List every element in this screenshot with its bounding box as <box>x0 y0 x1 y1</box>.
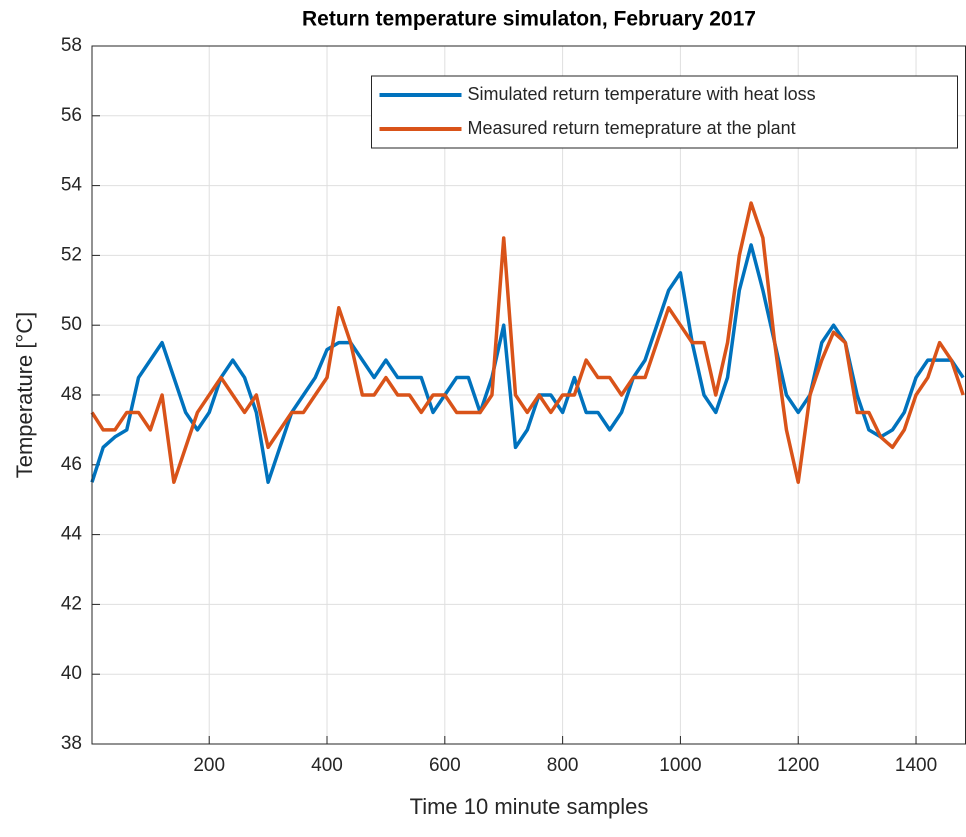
series-line <box>90 243 965 484</box>
legend-label: Measured return temeprature at the plant <box>468 118 796 138</box>
legend-box <box>371 75 958 149</box>
y-tick-label: 40 <box>61 663 82 684</box>
y-tick-label: 46 <box>61 454 82 475</box>
x-tick-label: 400 <box>311 755 343 776</box>
y-tick-label: 48 <box>61 384 82 405</box>
x-tick-label: 1200 <box>777 755 819 776</box>
legend: Simulated return temperature with heat l… <box>371 75 958 149</box>
legend-label: Simulated return temperature with heat l… <box>468 84 816 104</box>
x-tick-label: 600 <box>429 755 461 776</box>
x-tick-label: 200 <box>193 755 225 776</box>
y-tick-label: 44 <box>61 524 83 545</box>
x-tick-label: 1400 <box>895 755 937 776</box>
chart-title: Return temperature simulaton, February 2… <box>302 8 756 31</box>
y-tick-label: 42 <box>61 593 82 614</box>
x-tick-label: 1000 <box>659 755 701 776</box>
series-line <box>90 201 965 484</box>
x-axis-label: Time 10 minute samples <box>410 794 649 819</box>
x-tick-label: 800 <box>547 755 579 776</box>
y-tick-label: 50 <box>61 314 82 335</box>
y-tick-label: 54 <box>61 175 83 196</box>
y-axis-label: Temperature [°C] <box>12 312 37 479</box>
y-tick-label: 38 <box>61 733 82 754</box>
y-tick-label: 56 <box>61 105 82 126</box>
y-tick-label: 52 <box>61 244 82 265</box>
y-tick-label: 58 <box>61 35 82 56</box>
